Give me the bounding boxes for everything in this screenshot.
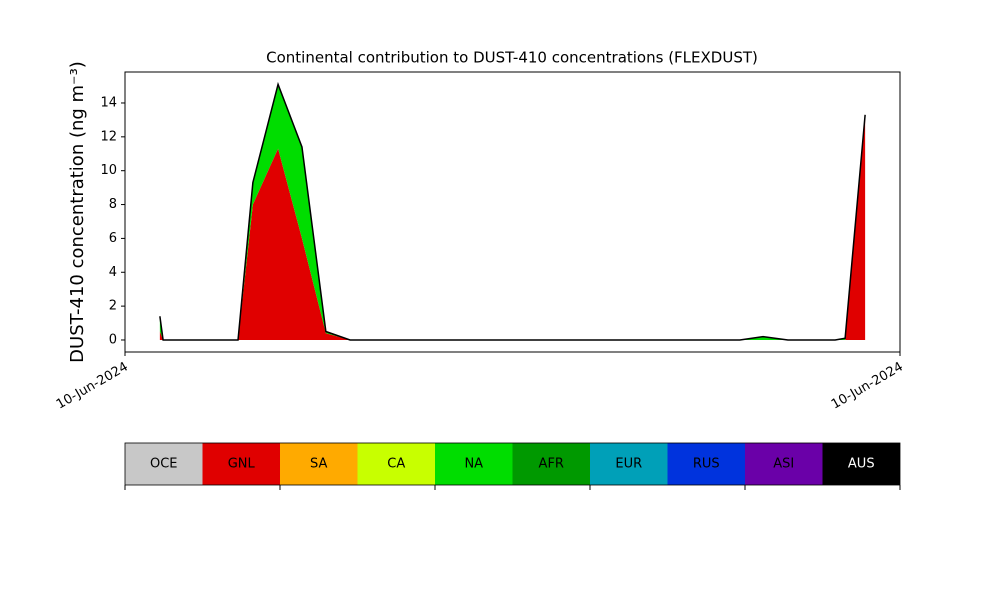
legend-label: OCE [150, 457, 178, 472]
legend-swatch [667, 443, 745, 485]
legend-label: AFR [539, 457, 564, 472]
x-tick-label: 10-Jun-2024 [829, 360, 906, 413]
legend-label: GNL [228, 457, 256, 472]
legend-swatch [280, 443, 358, 485]
legend-label: EUR [615, 457, 642, 472]
legend-swatch [590, 443, 668, 485]
chart-title: Continental contribution to DUST-410 con… [266, 49, 758, 67]
y-tick-label: 14 [100, 95, 117, 110]
total-outline [159, 81, 866, 341]
legend-label: CA [387, 457, 405, 472]
area [159, 84, 866, 340]
x-tick-label: 10-Jun-2024 [54, 360, 131, 413]
legend-swatch [745, 443, 823, 485]
legend-swatch [125, 443, 203, 485]
legend-label: ASI [773, 457, 794, 472]
y-tick-label: 10 [100, 163, 117, 178]
legend-swatch [435, 443, 513, 485]
legend-label: RUS [693, 457, 720, 472]
y-axis-label: DUST-410 concentration (ng m⁻³) [67, 61, 88, 363]
y-tick-label: 6 [109, 231, 117, 246]
legend-swatch [512, 443, 590, 485]
legend-swatch [357, 443, 435, 485]
legend-swatch [202, 443, 280, 485]
y-tick-label: 4 [109, 265, 117, 280]
legend-label: SA [310, 457, 327, 472]
plot-frame [124, 71, 901, 353]
legend-label: AUS [848, 457, 875, 472]
y-tick-label: 2 [109, 299, 117, 314]
y-tick-label: 0 [109, 332, 117, 347]
legend-swatch [822, 443, 900, 485]
y-tick-label: 12 [100, 129, 117, 144]
legend-frame [124, 442, 901, 486]
y-tick-label: 8 [109, 197, 117, 212]
legend-label: NA [464, 457, 483, 472]
